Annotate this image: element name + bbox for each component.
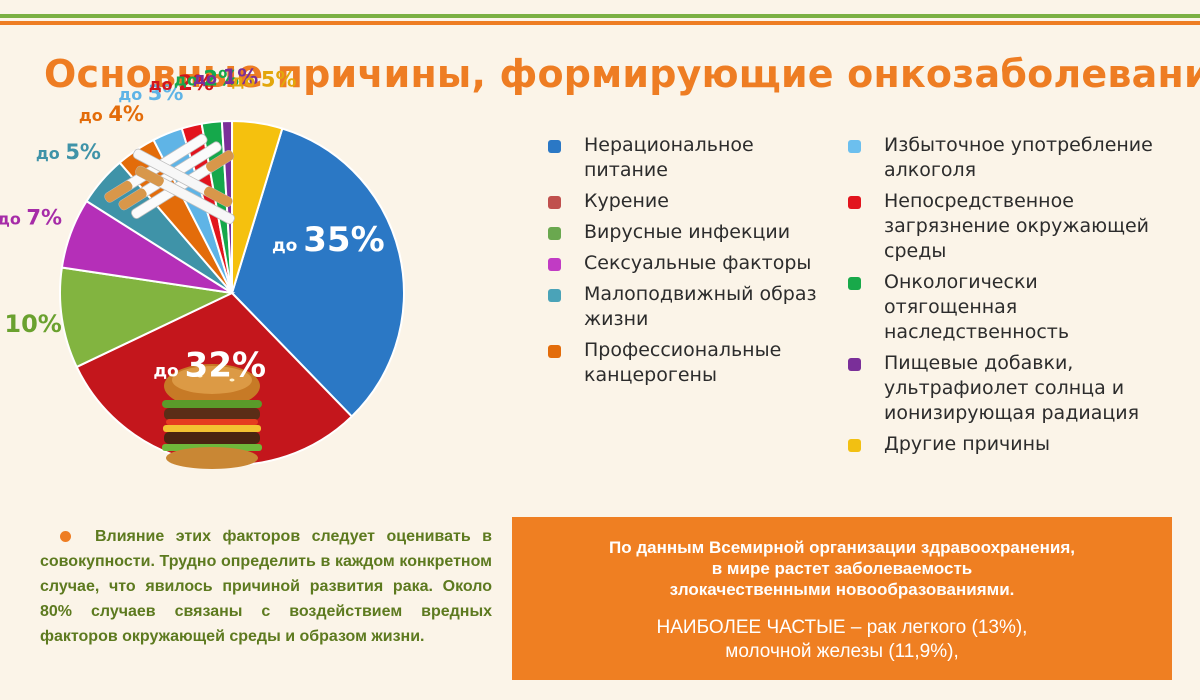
burger-image xyxy=(162,364,262,469)
legend-label: Нерациональное питание xyxy=(584,134,754,181)
pie-slice-2 xyxy=(59,266,236,369)
legend-label: Сексуальные факторы xyxy=(584,252,812,274)
legend-label: Другие причины xyxy=(884,433,1051,455)
bullet-icon xyxy=(60,530,71,542)
legend-item: Непосредственное загрязнение окружающей … xyxy=(848,189,1168,264)
legend-swatch xyxy=(548,196,561,209)
legend-label: Вирусные инфекции xyxy=(584,221,791,243)
legend-item: Нерациональное питание xyxy=(548,133,818,183)
pie-label-10: до 5% xyxy=(231,67,296,91)
legend-label: Избыточное употребление алкоголя xyxy=(884,134,1153,181)
pie-label-0: до 35% xyxy=(272,220,385,260)
top-orange-stripe xyxy=(0,21,1200,25)
pie-label-2: до 10% xyxy=(0,310,62,338)
factors-note: Влияние этих факторов следует оценивать … xyxy=(40,524,492,649)
legend-item: Курение xyxy=(548,189,818,214)
legend-item: Онкологически отягощенная наследственнос… xyxy=(848,270,1168,345)
pie-label-8: до 2% xyxy=(174,67,239,91)
pie-label-5: до 4% xyxy=(79,102,144,126)
pie-label-6: до 3% xyxy=(118,81,183,105)
legend-item: Вирусные инфекции xyxy=(548,220,818,245)
legend-swatch xyxy=(548,140,561,153)
legend-swatch xyxy=(548,345,561,358)
legend-label: Непосредственное загрязнение окружающей … xyxy=(884,190,1150,262)
pie-label-9: до 1% xyxy=(193,65,258,89)
legend-item: Малоподвижный образ жизни xyxy=(548,282,818,332)
pie-slice-10 xyxy=(231,119,284,294)
legend-item: Избыточное употребление алкоголя xyxy=(848,133,1168,183)
who-line-3: злокачественными новообразованиями. xyxy=(669,580,1015,599)
legend-swatch xyxy=(848,140,861,153)
legend-swatch xyxy=(548,227,561,240)
legend-item: Пищевые добавки, ультрафиолет солнца и и… xyxy=(848,351,1168,426)
legend-swatch xyxy=(848,196,861,209)
legend-swatch xyxy=(848,439,861,452)
who-line-2: в мире растет заболеваемость xyxy=(711,559,973,578)
legend-label: Малоподвижный образ жизни xyxy=(584,283,817,330)
legend-swatch xyxy=(848,358,861,371)
who-info-box: По данным Всемирной организации здравоох… xyxy=(512,517,1172,680)
legend-swatch xyxy=(848,277,861,290)
legend-column-1: Нерациональное питание Курение Вирусные ин… xyxy=(548,133,818,394)
legend-label: Профессиональные канцерогены xyxy=(584,339,782,386)
who-line-5: молочной железы (11,9%), xyxy=(725,641,959,662)
pie-chart: до 35%до 32%до 10%до 7%до 5%до 4%до 3%до… xyxy=(0,65,405,469)
legend-swatch xyxy=(548,258,561,271)
legend-label: Пищевые добавки, ультрафиолет солнца и и… xyxy=(884,352,1140,424)
legend-swatch xyxy=(548,289,561,302)
pie-label-7: до 2% xyxy=(149,71,214,95)
cigarettes-image xyxy=(104,133,235,225)
pie-label-3: до 7% xyxy=(0,206,62,230)
who-line-4: НАИБОЛЕЕ ЧАСТЫЕ – рак легкого (13%), xyxy=(656,617,1028,638)
legend-column-2: Избыточное употребление алкоголя Непосред… xyxy=(848,133,1168,463)
page-title: Основные причины, формирующие онкозаболе… xyxy=(44,52,1200,96)
factors-note-text: Влияние этих факторов следует оценивать … xyxy=(40,528,492,645)
legend-label: Онкологически отягощенная наследственнос… xyxy=(884,271,1070,343)
top-green-stripe xyxy=(0,14,1200,18)
legend-item: Сексуальные факторы xyxy=(548,251,818,276)
legend-item: Другие причины xyxy=(848,432,1168,457)
pie-label-4: до 5% xyxy=(36,140,101,164)
pie-label-1: до 32% xyxy=(153,346,266,386)
who-line-1: По данным Всемирной организации здравоох… xyxy=(609,538,1075,557)
legend-item: Профессиональные канцерогены xyxy=(548,338,818,388)
legend-label: Курение xyxy=(584,190,669,212)
pie-slice-0 xyxy=(230,127,405,418)
